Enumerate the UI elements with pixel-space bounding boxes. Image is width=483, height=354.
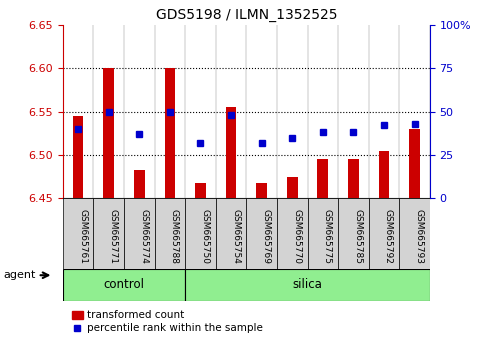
Text: GSM665771: GSM665771	[109, 209, 118, 264]
Text: GSM665775: GSM665775	[323, 209, 332, 264]
Bar	[246, 198, 277, 269]
Title: GDS5198 / ILMN_1352525: GDS5198 / ILMN_1352525	[156, 8, 337, 22]
Text: GSM665769: GSM665769	[262, 209, 270, 264]
Bar	[185, 198, 216, 269]
Text: GSM665792: GSM665792	[384, 209, 393, 264]
Bar	[165, 68, 175, 198]
Bar	[369, 198, 399, 269]
Bar	[256, 183, 267, 198]
Text: GSM665761: GSM665761	[78, 209, 87, 264]
Bar	[348, 159, 359, 198]
Bar	[155, 198, 185, 269]
Bar	[287, 177, 298, 198]
Text: agent: agent	[3, 270, 36, 280]
Text: GSM665785: GSM665785	[354, 209, 362, 264]
Bar	[73, 116, 84, 198]
Bar	[93, 198, 124, 269]
Text: GSM665793: GSM665793	[414, 209, 424, 264]
Bar	[63, 198, 93, 269]
Bar	[409, 129, 420, 198]
Text: GSM665754: GSM665754	[231, 209, 240, 264]
Text: control: control	[103, 279, 144, 291]
Bar	[216, 198, 246, 269]
Bar	[226, 107, 236, 198]
Bar	[185, 269, 430, 301]
Text: silica: silica	[293, 279, 323, 291]
Bar	[379, 150, 389, 198]
Bar	[277, 198, 308, 269]
Bar	[195, 183, 206, 198]
Bar	[63, 269, 185, 301]
Text: GSM665788: GSM665788	[170, 209, 179, 264]
Bar	[338, 198, 369, 269]
Bar	[317, 159, 328, 198]
Legend: transformed count, percentile rank within the sample: transformed count, percentile rank withi…	[68, 306, 267, 338]
Text: GSM665750: GSM665750	[200, 209, 210, 264]
Bar	[134, 170, 144, 198]
Text: GSM665770: GSM665770	[292, 209, 301, 264]
Text: GSM665774: GSM665774	[139, 209, 148, 264]
Bar	[103, 68, 114, 198]
Bar	[399, 198, 430, 269]
Bar	[124, 198, 155, 269]
Bar	[308, 198, 338, 269]
